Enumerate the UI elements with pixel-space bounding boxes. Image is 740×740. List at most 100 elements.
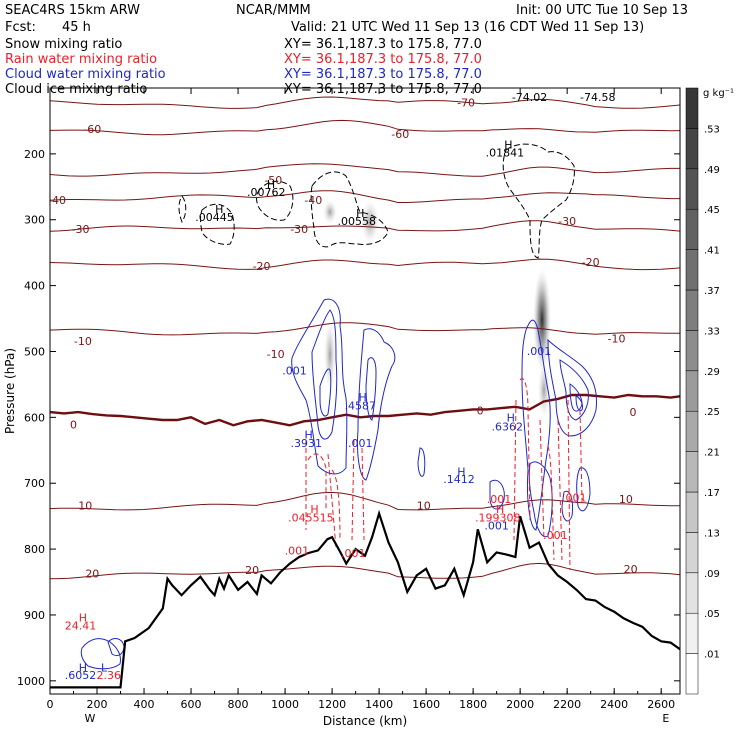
- colorbar-tick-label: .21: [704, 448, 720, 459]
- colorbar-tick-label: .49: [704, 165, 720, 176]
- field-xy-rain: XY= 36.1,187.3 to 175.8, 77.0: [284, 52, 482, 67]
- colorbar-swatch: [685, 451, 699, 493]
- rain-label: H: [79, 612, 87, 625]
- field-name-cloud-water: Cloud water mixing ratio: [5, 67, 166, 82]
- colorbar-tick-label: .53: [704, 124, 720, 135]
- colorbar-swatch: [685, 330, 699, 372]
- colorbar-tick-label: .41: [704, 246, 720, 257]
- isotherm-label: -30: [558, 215, 576, 228]
- rain-label: .001: [341, 547, 366, 560]
- colorbar-swatch: [685, 370, 699, 412]
- cloud-water-label: .001: [348, 437, 373, 450]
- ice-label: .00558: [338, 215, 377, 228]
- x-axis-label: Distance (km): [323, 714, 407, 728]
- model-title: SEAC4RS 15km ARW: [5, 3, 140, 18]
- ice-shade-left: [323, 200, 337, 224]
- direction-west: W: [85, 712, 96, 725]
- isotherm-line: [50, 258, 680, 271]
- isotherm-line: [50, 220, 680, 232]
- cloud-water-contours: [80, 298, 597, 670]
- ice-label: .01841: [486, 147, 525, 160]
- isotherm-label: 20: [85, 567, 99, 580]
- colorbar-swatch: [685, 208, 699, 250]
- valid-label: Valid: 21 UTC Wed 11 Sep 13 (16 CDT Wed …: [291, 20, 644, 35]
- y-tick-label: 500: [24, 345, 45, 358]
- isotherm-label: -30: [72, 223, 90, 236]
- x-tick-label: 2200: [553, 698, 581, 711]
- y-tick-label: 800: [24, 543, 45, 556]
- y-tick-label: 900: [24, 609, 45, 622]
- plot-area: -70 -60 -60 -50 -40 -40 -30 -30 -30 -20 -20 -10 -10 -…: [48, 91, 680, 689]
- cloud-water-label: H: [79, 662, 87, 675]
- x-tick-label: 2600: [647, 698, 675, 711]
- colorbar-tick-label: .37: [704, 286, 720, 297]
- fcst-label: Fcst:: [5, 20, 36, 35]
- y-tick-label: 300: [24, 214, 45, 227]
- cloud-water-label: H: [457, 465, 465, 478]
- cloud-water-label: .6052: [65, 669, 97, 682]
- isotherm-label: -20: [582, 256, 600, 269]
- isotherm-line: [50, 562, 680, 580]
- colorbar-swatch: [685, 168, 699, 210]
- ice-shade-upper: [361, 200, 379, 244]
- x-tick-label: 400: [134, 698, 155, 711]
- cloud-water-label: .6362: [491, 421, 523, 434]
- colorbar-tick-label: .09: [704, 569, 720, 580]
- x-tick-label: 200: [87, 698, 108, 711]
- isotherm-label: -60: [391, 128, 409, 141]
- cloud-water-label: H: [359, 391, 367, 404]
- isotherm-line: [50, 96, 680, 109]
- x-tick-label: 1400: [365, 698, 393, 711]
- cloud-water-label: .3931: [290, 437, 322, 450]
- cloud-water-label: .1412: [443, 473, 475, 486]
- colorbar-swatch: [685, 612, 699, 654]
- isotherm-label: 20: [624, 563, 638, 576]
- isotherm-line: [50, 322, 680, 336]
- x-tick-label: 1000: [271, 698, 299, 711]
- isotherm-label: 20: [245, 564, 259, 577]
- isotherm-label: 0: [70, 419, 77, 432]
- terrain-line: [50, 509, 680, 689]
- ice-label: H: [356, 207, 364, 220]
- isotherm-label: -10: [267, 348, 285, 361]
- ice-label: -74.58: [580, 91, 615, 104]
- snow-core-west: [324, 320, 336, 390]
- isotherm-label: -40: [48, 194, 66, 207]
- colorbar-swatch: [685, 289, 699, 331]
- x-tick-label: 1800: [459, 698, 487, 711]
- isotherm-label: -30: [290, 223, 308, 236]
- rain-water-contours: [305, 378, 583, 571]
- isotherm-label: -70: [457, 96, 475, 109]
- field-name-rain: Rain water mixing ratio: [5, 52, 157, 67]
- ice-label: H: [215, 203, 223, 216]
- y-tick-label: 700: [24, 477, 45, 490]
- fcst-value: 45 h: [62, 20, 91, 35]
- colorbar: g kg⁻¹ .01 .05 .09 .13 .17 .21 .25 .29 .33 .37 .41…: [685, 87, 734, 695]
- y-tick-label: 200: [24, 148, 45, 161]
- x-tick-label: 2000: [506, 698, 534, 711]
- isotherm-line: [50, 190, 680, 203]
- rain-label: .199308: [475, 511, 521, 524]
- colorbar-swatch: [685, 87, 699, 129]
- x-tick-label: 0: [47, 698, 54, 711]
- x-tick-label: 1600: [412, 698, 440, 711]
- cloud-water-label: H: [507, 411, 515, 424]
- cloud-water-label: .001: [527, 345, 552, 358]
- rain-label: .001: [562, 492, 587, 505]
- ice-label: .00762: [247, 186, 286, 199]
- isotherm-label: -10: [608, 332, 626, 345]
- isotherm-label: 10: [78, 500, 92, 513]
- field-xy-cloud-ice: XY= 36.1,187.3 to 175.8, 77.0: [284, 82, 482, 97]
- y-axis-label: Pressure (hPa): [3, 348, 17, 434]
- isotherm-label: -20: [253, 260, 271, 273]
- colorbar-tick-label: .17: [704, 488, 720, 499]
- isotherm-label: -10: [74, 335, 92, 348]
- freezing-level-line: [50, 393, 680, 427]
- rain-label: 2.36: [97, 669, 122, 682]
- cloud-ice-contours: [178, 143, 575, 259]
- colorbar-swatch: [685, 491, 699, 533]
- plot-frame: [49, 87, 681, 695]
- colorbar-unit: g kg⁻¹: [703, 88, 734, 99]
- rain-label: H: [496, 503, 504, 516]
